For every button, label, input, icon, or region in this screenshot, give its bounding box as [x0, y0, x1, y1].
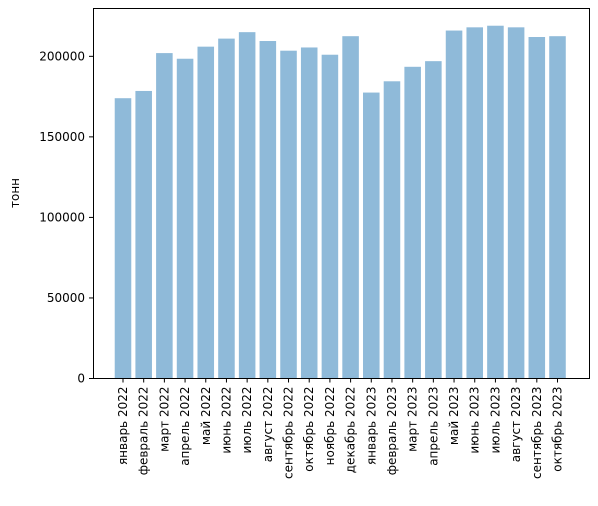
x-tick-label-9: сентябрь 2022: [282, 387, 296, 479]
bar-7: [238, 32, 256, 379]
bar-1: [114, 98, 132, 379]
bar-18: [466, 27, 484, 379]
x-tick-label-21: сентябрь 2023: [530, 387, 544, 479]
x-tick-label-4: апрель 2022: [178, 387, 192, 466]
bar-11: [321, 54, 339, 379]
bar-9: [280, 50, 297, 379]
bar-17: [445, 30, 463, 379]
bar-16: [425, 61, 442, 379]
bar-8: [259, 41, 277, 379]
x-tick-label-13: январь 2023: [364, 387, 378, 466]
bar-12: [342, 36, 359, 379]
bar-13: [363, 92, 380, 379]
x-tick-label-14: февраль 2023: [385, 387, 399, 476]
x-tick-label-2: февраль 2022: [137, 387, 151, 476]
x-tick-label-18: июнь 2023: [468, 387, 482, 454]
x-tick-label-22: октябрь 2023: [551, 387, 565, 472]
x-tick-label-7: июль 2022: [240, 387, 254, 454]
x-tick-label-15: март 2023: [406, 387, 420, 452]
bar-2: [135, 90, 152, 379]
x-tick-label-3: март 2022: [157, 387, 171, 452]
bar-22: [549, 36, 566, 379]
y-tick-label-5: 200000: [39, 49, 85, 63]
x-tick-label-1: январь 2022: [116, 387, 130, 466]
y-tick-label-2: 50000: [47, 291, 85, 305]
y-tick-label-3: 100000: [39, 210, 85, 224]
bar-19: [487, 25, 504, 379]
y-tick-label-4: 150000: [39, 130, 85, 144]
bar-14: [383, 81, 401, 379]
bar-3: [156, 53, 173, 379]
bar-6: [218, 38, 235, 379]
bar-20: [507, 27, 525, 379]
x-tick-label-8: август 2022: [261, 387, 275, 463]
y-tick-label-1: 0: [77, 372, 85, 386]
x-tick-label-10: октябрь 2022: [302, 387, 316, 472]
x-tick-label-16: апрель 2023: [426, 387, 440, 466]
bar-10: [300, 47, 318, 379]
x-tick-label-12: декабрь 2022: [344, 387, 358, 474]
x-tick-label-20: август 2023: [509, 387, 523, 463]
y-axis: 0 50000 100000 150000 200000: [39, 49, 93, 386]
x-axis: январь 2022 февраль 2022 март 2022 апрель 2…: [116, 378, 565, 479]
bar-5: [197, 46, 215, 379]
y-axis-label: тонн: [8, 178, 22, 208]
x-tick-label-5: май 2022: [199, 387, 213, 446]
x-tick-label-6: июнь 2022: [219, 387, 233, 454]
x-tick-label-19: июль 2023: [488, 387, 502, 454]
bars-group: [114, 25, 566, 379]
bar-4: [176, 58, 194, 379]
bar-15: [404, 66, 421, 379]
x-tick-label-17: май 2023: [447, 387, 461, 446]
bar-21: [528, 37, 546, 379]
x-tick-label-11: ноябрь 2022: [323, 387, 337, 466]
